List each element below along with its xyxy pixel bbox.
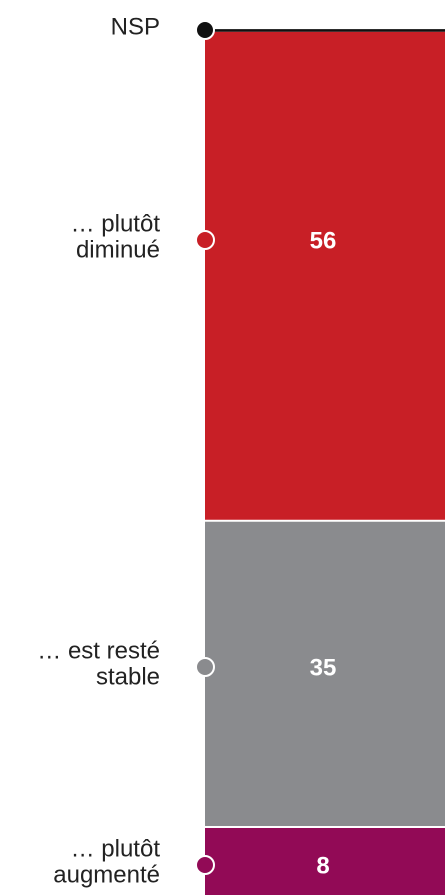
category-label: … plutôt <box>71 210 161 237</box>
bar-segment <box>205 828 445 895</box>
legend-dot <box>195 855 215 875</box>
category-label: diminué <box>76 236 160 263</box>
category-label: stable <box>96 663 160 690</box>
bar-segment <box>205 29 445 32</box>
value-label: 56 <box>310 227 337 254</box>
category-label: … est resté <box>37 637 160 664</box>
bar-segment <box>205 31 445 520</box>
legend-dot <box>195 230 215 250</box>
value-label: 8 <box>316 852 329 879</box>
category-label: NSP <box>111 13 160 40</box>
legend-dot <box>195 657 215 677</box>
category-label: augmenté <box>53 861 160 888</box>
value-label: 35 <box>310 654 337 681</box>
legend-dot <box>195 20 215 40</box>
category-label: … plutôt <box>71 835 161 862</box>
bar-segment <box>205 521 445 826</box>
